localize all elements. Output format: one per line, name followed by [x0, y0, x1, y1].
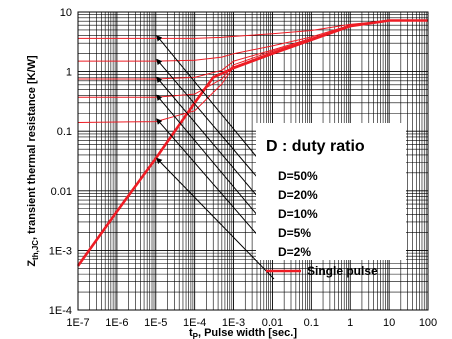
y-tick-label: 1 [66, 67, 72, 79]
series-line-single-pulse [76, 19, 428, 267]
tick-labels: 1E-7 1E-6 1E-5 1E-4 1E-3 0.01 0.1 1 10 100 10 1 0.1 0… [49, 7, 437, 329]
x-axis-title: tP, Pulse width [sec.] [189, 327, 297, 339]
x-tick-label: 1E-3 [222, 317, 245, 329]
leader-line [156, 118, 275, 255]
x-tick-label: 1E-7 [66, 317, 89, 329]
y-tick-label: 0.01 [51, 186, 72, 198]
legend-label-d-2: D=2% [278, 245, 311, 259]
legend-label-d-5: D=5% [278, 226, 311, 240]
leader-line [156, 34, 275, 179]
y-axis-title: Zth,JC, transient thermal resistance [K/… [26, 55, 40, 267]
x-tick-label: 0.1 [304, 317, 319, 329]
curves [76, 19, 428, 267]
leader-line [156, 58, 275, 198]
legend-label-d-10: D=10% [278, 207, 318, 221]
x-tick-label: 1E-4 [183, 317, 206, 329]
leader-line [156, 94, 275, 236]
legend-label-d-50: D=50% [278, 169, 318, 183]
series-line-d-5 [78, 20, 428, 98]
x-tick-label: 1E-5 [144, 317, 167, 329]
x-tick-label: 100 [419, 317, 437, 329]
leader-line [156, 157, 275, 280]
legend-label-single-pulse: Single pulse [307, 264, 378, 278]
grid [77, 12, 428, 311]
x-tick-label: 0.01 [262, 317, 283, 329]
x-tick-label: 10 [383, 317, 395, 329]
legend-box [256, 123, 406, 260]
legend-title: D : duty ratio [266, 138, 365, 155]
y-tick-label: 0.1 [57, 126, 72, 138]
x-tick-label: 1E-6 [105, 317, 128, 329]
y-tick-label: 10 [60, 7, 72, 19]
y-tick-label: 1E-4 [49, 305, 72, 317]
leader-lines [156, 34, 275, 280]
legend: D : duty ratio D=50% D=20% D=10% D=5% D=2% Sin… [256, 123, 406, 278]
x-tick-label: 1 [347, 317, 353, 329]
plot-frame [77, 11, 429, 311]
series-line-d-20 [78, 20, 428, 62]
leader-line [156, 76, 275, 217]
legend-label-d-20: D=20% [278, 188, 318, 202]
y-tick-label: 1E-3 [49, 245, 72, 257]
